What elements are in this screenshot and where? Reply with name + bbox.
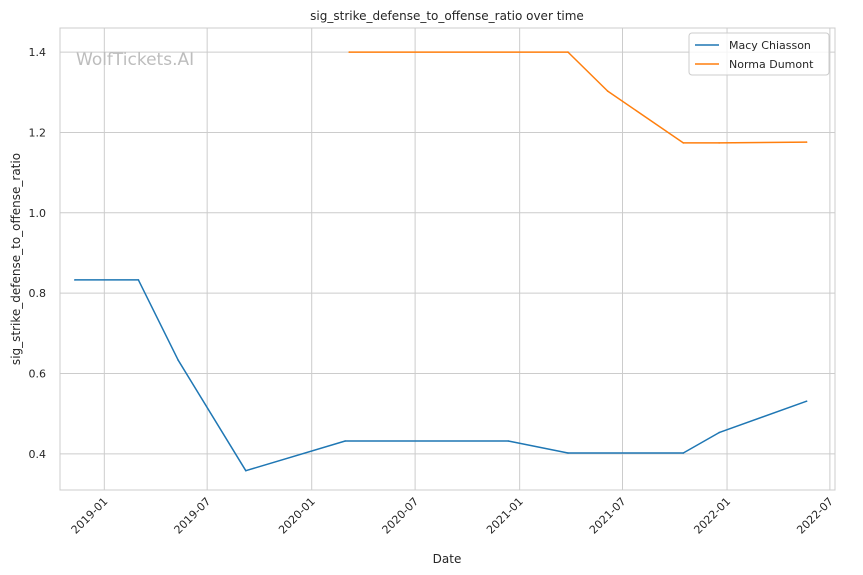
data-point-norma-dumont xyxy=(606,90,609,92)
data-point-macy-chiasson xyxy=(137,279,140,281)
data-point-macy-chiasson xyxy=(177,359,179,362)
y-axis-label: sig_strike_defense_to_offense_ratio xyxy=(9,153,23,365)
data-point-norma-dumont xyxy=(682,142,685,144)
y-tick-label: 1.0 xyxy=(29,207,47,220)
y-tick-label: 0.8 xyxy=(29,287,47,300)
data-point-norma-dumont xyxy=(805,141,808,143)
plot-area xyxy=(60,28,835,490)
data-point-macy-chiasson xyxy=(507,440,510,442)
chart-title: sig_strike_defense_to_offense_ratio over… xyxy=(310,9,584,23)
x-tick-label: 2020-07 xyxy=(380,495,422,537)
x-tick-label: 2021-07 xyxy=(587,495,629,537)
y-tick-label: 1.4 xyxy=(29,46,47,59)
data-point-norma-dumont xyxy=(718,142,720,144)
y-tick-label: 1.2 xyxy=(29,126,47,139)
x-tick-label: 2022-01 xyxy=(691,495,733,537)
x-axis-label: Date xyxy=(433,552,462,566)
data-point-macy-chiasson xyxy=(344,440,347,442)
x-tick-label: 2019-01 xyxy=(69,495,111,537)
legend-label-macy-chiasson: Macy Chiasson xyxy=(729,39,811,52)
legend: Macy Chiasson Norma Dumont xyxy=(688,32,830,76)
data-point-macy-chiasson xyxy=(74,279,76,281)
legend-label-norma-dumont: Norma Dumont xyxy=(729,58,814,71)
data-point-norma-dumont xyxy=(567,51,569,53)
series-lines xyxy=(74,51,808,472)
x-tick-label: 2020-01 xyxy=(276,495,318,537)
x-tick-label: 2019-07 xyxy=(172,495,214,537)
plot-frame xyxy=(59,27,836,491)
data-point-norma-dumont xyxy=(348,51,351,53)
data-point-macy-chiasson xyxy=(567,452,569,454)
y-axis-ticks: 0.4 0.6 0.8 1.0 1.2 1.4 xyxy=(29,46,47,461)
data-point-macy-chiasson xyxy=(682,452,685,454)
x-axis-ticks: 2019-01 2019-07 2020-01 2020-07 2021-01 2021-… xyxy=(69,495,836,537)
data-point-macy-chiasson xyxy=(718,431,720,434)
y-tick-label: 0.4 xyxy=(29,448,47,461)
data-point-macy-chiasson xyxy=(805,400,808,403)
watermark-text: WolfTickets.AI xyxy=(76,50,194,70)
legend-box xyxy=(688,32,830,76)
series-line-macy-chiasson xyxy=(74,279,807,472)
y-tick-label: 0.6 xyxy=(29,367,47,380)
x-tick-label: 2022-07 xyxy=(794,495,836,537)
x-tick-label: 2021-01 xyxy=(484,495,526,537)
series-line-norma-dumont xyxy=(349,51,807,144)
data-point-macy-chiasson xyxy=(245,469,247,472)
